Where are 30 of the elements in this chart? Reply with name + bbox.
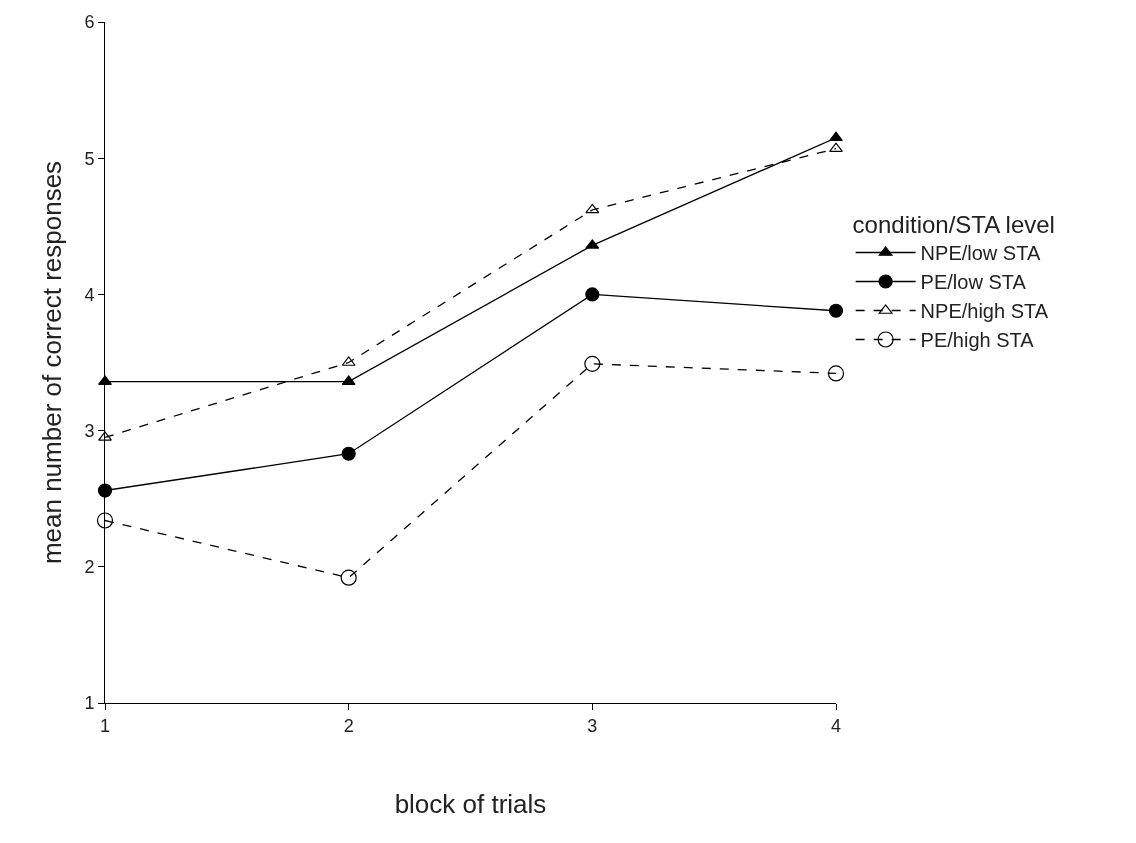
point [96, 512, 114, 529]
point [829, 142, 843, 153]
point [340, 569, 357, 586]
point [98, 431, 112, 441]
x-tick-label: 4 [830, 715, 842, 736]
legend-label: NPE/high STA [920, 300, 1049, 323]
point [97, 483, 113, 498]
point [827, 365, 845, 382]
point [585, 287, 600, 302]
point [341, 446, 356, 461]
legend-title: condition/STA level [852, 210, 1055, 238]
y-tick-label: 2 [84, 557, 95, 578]
x-axis-title: block of trials [394, 789, 547, 820]
point [585, 203, 600, 214]
y-tick-label: 3 [84, 420, 95, 441]
y-tick-label: 4 [84, 284, 95, 305]
y-tick-label: 5 [84, 148, 95, 169]
point [829, 131, 843, 142]
legend-label: PE/high STA [920, 329, 1035, 352]
y-tick-label: 1 [84, 693, 95, 714]
x-tick-label: 1 [99, 715, 111, 736]
x-tick-label: 3 [587, 715, 598, 736]
y-axis-title: mean number of correct responses [36, 160, 67, 565]
point [828, 303, 844, 318]
point [584, 355, 601, 372]
y-tick-label: 6 [84, 12, 95, 33]
point [98, 375, 112, 385]
x-tick-label: 2 [343, 715, 354, 736]
legend-label: NPE/low STA [920, 242, 1041, 265]
legend-label: PE/low STA [920, 271, 1027, 294]
